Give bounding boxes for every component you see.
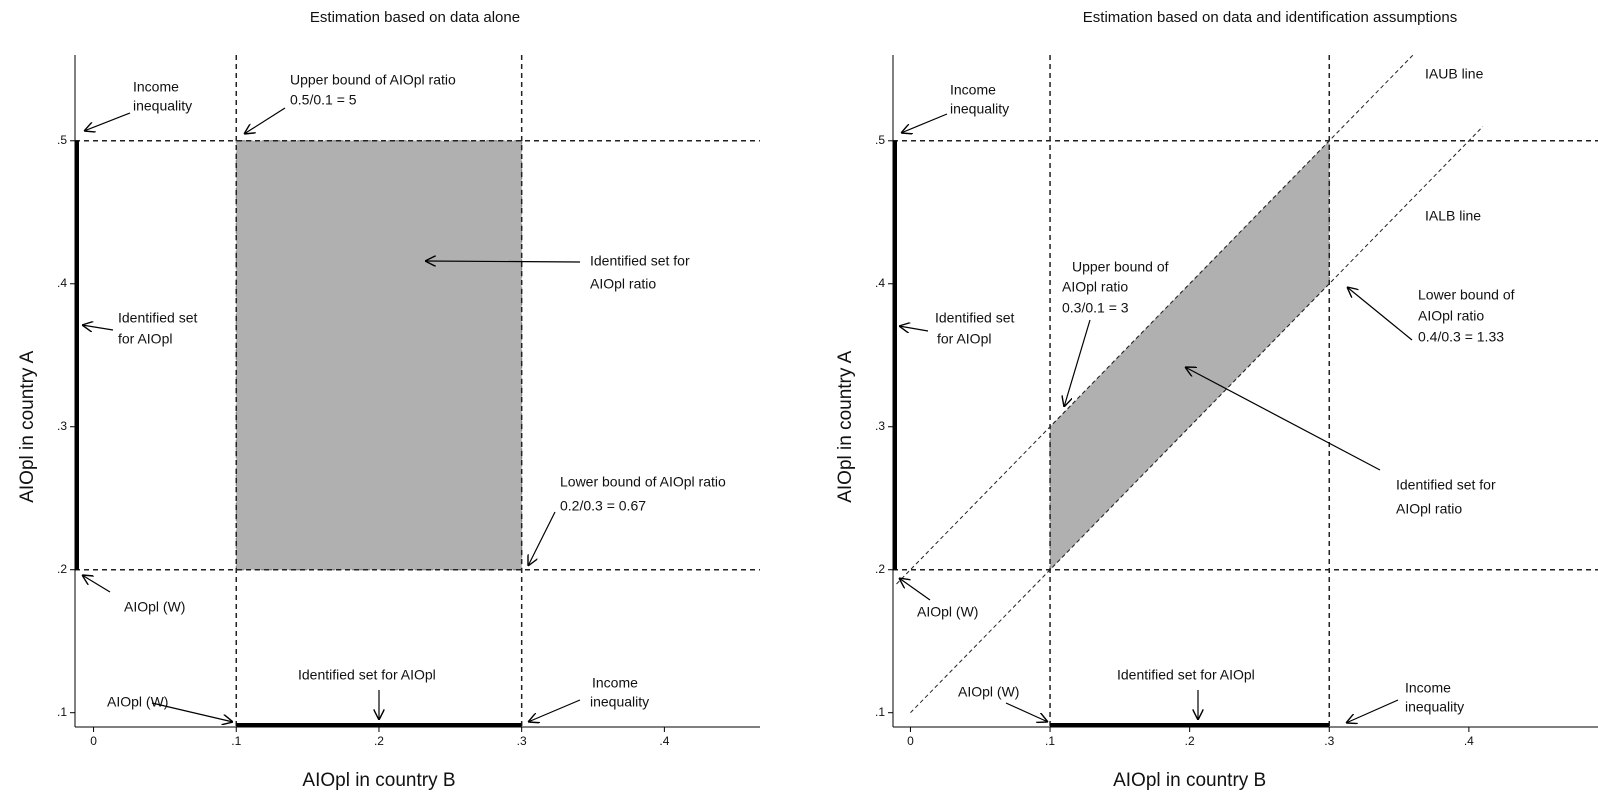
y-tick-label: .4 [875,276,885,290]
annotation-arrow [528,699,581,722]
annotation: Lower bound of AIOpl ratio [560,474,726,490]
annotation: AIOpl ratio [590,276,656,292]
annotation-arrow [82,325,114,330]
annotation: inequality [590,694,649,710]
annotation-arrow [82,575,111,593]
annotation: AIOpl ratio [1418,308,1484,324]
y-tick-label: .3 [875,419,885,433]
x-tick-label: .3 [517,734,527,748]
annotation: 0.5/0.1 = 5 [290,92,357,108]
x-tick-label: .4 [659,734,669,748]
annotation-arrow [1346,699,1399,723]
annotation-arrow [1347,287,1413,341]
y-tick-label: .2 [57,562,67,576]
y-tick-label: .3 [57,419,67,433]
annotation: Upper bound of [1072,259,1169,275]
annotation: 0.2/0.3 = 0.67 [560,498,646,514]
x-tick-label: 0 [907,734,914,748]
x-tick-label: .4 [1464,734,1474,748]
identified-region [1049,139,1330,571]
y-tick-label: .1 [875,705,885,719]
annotation: inequality [950,101,1009,117]
annotation: AIOpl (W) [917,604,978,620]
y-tick-label: .1 [57,705,67,719]
annotation: inequality [1405,699,1464,715]
annotation: 0.3/0.1 = 3 [1062,300,1129,316]
annotation-arrow [899,578,931,601]
y-axis-label: AIOpl in country A [17,350,38,502]
annotation: Identified set for AIOpl [1117,667,1255,683]
assumption-line [896,54,1414,585]
annotation: AIOpl ratio [1396,501,1462,517]
annotation-arrow [1064,319,1091,407]
y-tick-label: .5 [875,133,885,147]
line-label: IALB line [1425,208,1481,224]
annotation: Identified set [118,310,197,326]
annotation: for AIOpl [118,331,172,347]
x-axis-label: AIOpl in country B [1113,770,1266,791]
x-tick-label: .1 [231,734,241,748]
annotation: Identified set [935,310,1014,326]
annotation-arrow [244,107,286,134]
annotation: Identified set for [590,253,690,269]
annotation-arrow [528,511,556,566]
annotation-arrow [899,326,929,331]
y-tick-label: .4 [57,276,67,290]
assumption-line [910,126,1484,714]
x-tick-label: .3 [1324,734,1334,748]
annotation: AIOpl ratio [1062,279,1128,295]
x-axis-label: AIOpl in country B [302,770,455,791]
annotation-arrow [1185,367,1381,471]
annotation-arrow [84,112,131,131]
x-tick-label: .2 [1185,734,1195,748]
annotation: inequality [133,98,192,114]
annotation-arrow [425,261,581,262]
annotation-arrow [151,702,233,722]
annotation: AIOpl (W) [124,599,185,615]
annotation: Income [950,82,996,98]
x-tick-label: .1 [1045,734,1055,748]
annotation: Income [592,675,638,691]
annotation: 0.4/0.3 = 1.33 [1418,329,1504,345]
x-tick-label: 0 [90,734,97,748]
chart-title: Estimation based on data alone [310,9,520,26]
y-axis-label: AIOpl in country A [835,350,856,502]
annotation: AIOpl (W) [958,684,1019,700]
annotation: AIOpl (W) [107,694,168,710]
annotation-arrow [1005,702,1048,722]
identified-region [235,140,523,571]
annotation: Income [1405,680,1451,696]
annotation: Lower bound of [1418,287,1515,303]
chart-title: Estimation based on data and identificat… [1083,9,1457,26]
annotation: Income [133,79,179,95]
line-label: IAUB line [1425,66,1484,82]
annotation-arrow [901,113,948,133]
y-tick-label: .5 [57,133,67,147]
annotation: Upper bound of AIOpl ratio [290,72,456,88]
annotation: Identified set for [1396,477,1496,493]
annotation: for AIOpl [937,331,991,347]
y-tick-label: .2 [875,562,885,576]
annotation: Identified set for AIOpl [298,667,436,683]
x-tick-label: .2 [374,734,384,748]
